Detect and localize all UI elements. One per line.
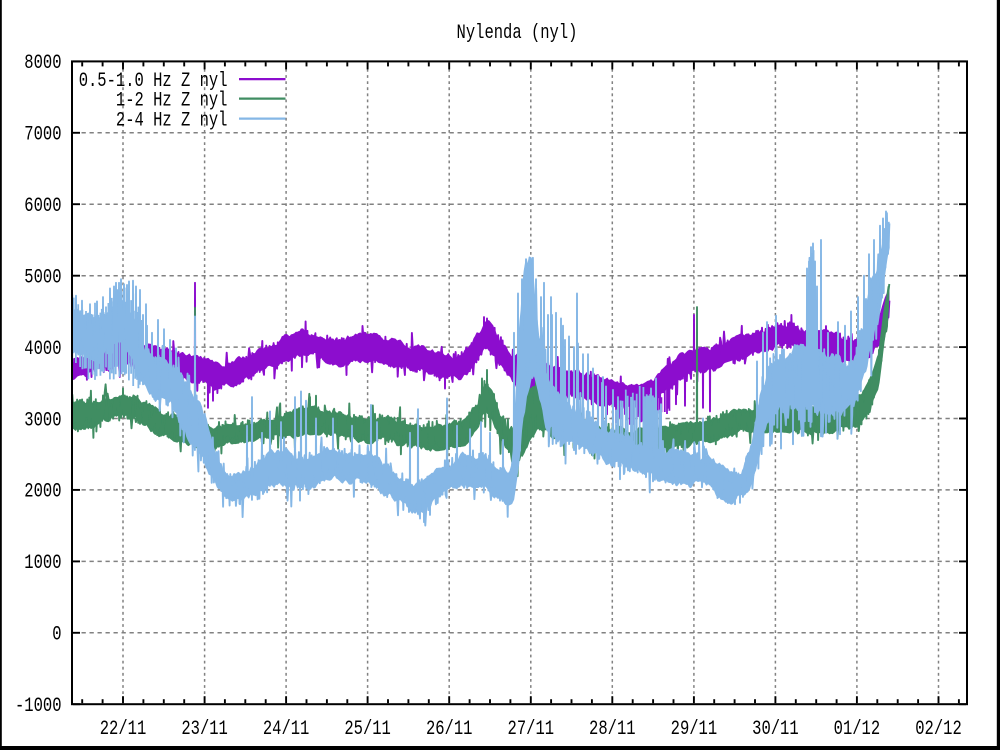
svg-text:01/12: 01/12 — [834, 718, 881, 741]
svg-text:30/11: 30/11 — [752, 718, 799, 741]
svg-text:5000: 5000 — [24, 267, 61, 290]
svg-text:2-4 Hz Z nyl: 2-4 Hz Z nyl — [116, 109, 228, 132]
svg-text:0.5-1.0 Hz Z nyl: 0.5-1.0 Hz Z nyl — [79, 70, 228, 93]
svg-text:25/11: 25/11 — [344, 718, 391, 741]
svg-text:2000: 2000 — [24, 481, 61, 504]
svg-text:26/11: 26/11 — [426, 718, 473, 741]
svg-text:29/11: 29/11 — [671, 718, 718, 741]
svg-text:1-2 Hz Z nyl: 1-2 Hz Z nyl — [116, 89, 228, 112]
svg-text:6000: 6000 — [24, 195, 61, 218]
svg-text:27/11: 27/11 — [508, 718, 555, 741]
svg-text:7000: 7000 — [24, 124, 61, 147]
svg-text:02/12: 02/12 — [915, 718, 962, 741]
svg-text:-1000: -1000 — [15, 695, 62, 718]
svg-text:28/11: 28/11 — [589, 718, 636, 741]
svg-text:24/11: 24/11 — [263, 718, 310, 741]
svg-text:3000: 3000 — [24, 409, 61, 432]
svg-text:22/11: 22/11 — [100, 718, 147, 741]
svg-text:Nylenda (nyl): Nylenda (nyl) — [457, 22, 578, 45]
svg-text:1000: 1000 — [24, 552, 61, 575]
svg-text:4000: 4000 — [24, 338, 61, 361]
svg-text:8000: 8000 — [24, 52, 61, 75]
svg-text:23/11: 23/11 — [181, 718, 228, 741]
svg-text:0: 0 — [52, 624, 61, 647]
